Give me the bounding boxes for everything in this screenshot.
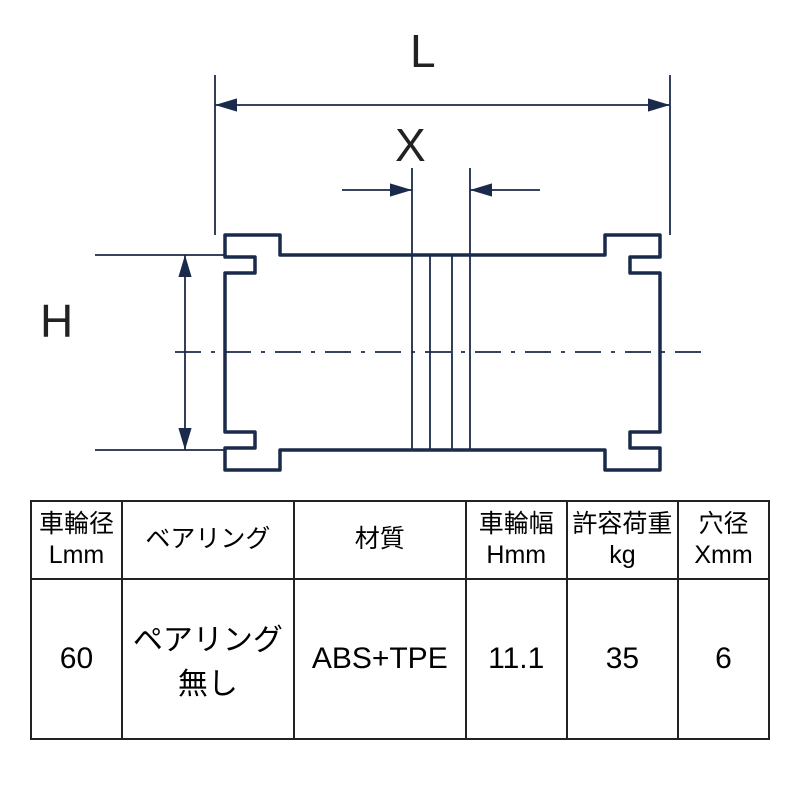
- spec-table-area: 車輪径Lmm ベアリング 材質 車輪幅Hmm 許容荷重kg 穴径Xmm 60 ペ…: [30, 500, 770, 740]
- cell-bearing: ペアリング無し: [122, 579, 294, 739]
- th-load: 許容荷重kg: [567, 501, 678, 579]
- spec-table: 車輪径Lmm ベアリング 材質 車輪幅Hmm 許容荷重kg 穴径Xmm 60 ペ…: [30, 500, 770, 740]
- th-wheel-diameter: 車輪径Lmm: [31, 501, 122, 579]
- dim-label-H: H: [40, 294, 73, 348]
- cell-wheel-diameter: 60: [31, 579, 122, 739]
- th-material: 材質: [294, 501, 466, 579]
- page-container: L X H 車輪径Lmm ベアリング 材質 車輪幅Hmm 許容荷重kg 穴径Xm…: [0, 0, 800, 800]
- technical-drawing: L X H: [30, 30, 770, 500]
- dim-label-L: L: [410, 24, 436, 78]
- drawing-svg: [30, 30, 770, 500]
- table-row: 60 ペアリング無し ABS+TPE 11.1 35 6: [31, 579, 769, 739]
- table-header-row: 車輪径Lmm ベアリング 材質 車輪幅Hmm 許容荷重kg 穴径Xmm: [31, 501, 769, 579]
- th-hole-diameter: 穴径Xmm: [678, 501, 769, 579]
- dim-label-X: X: [395, 118, 426, 172]
- cell-hole-diameter: 6: [678, 579, 769, 739]
- th-bearing: ベアリング: [122, 501, 294, 579]
- cell-wheel-width: 11.1: [466, 579, 567, 739]
- th-wheel-width: 車輪幅Hmm: [466, 501, 567, 579]
- cell-load: 35: [567, 579, 678, 739]
- cell-material: ABS+TPE: [294, 579, 466, 739]
